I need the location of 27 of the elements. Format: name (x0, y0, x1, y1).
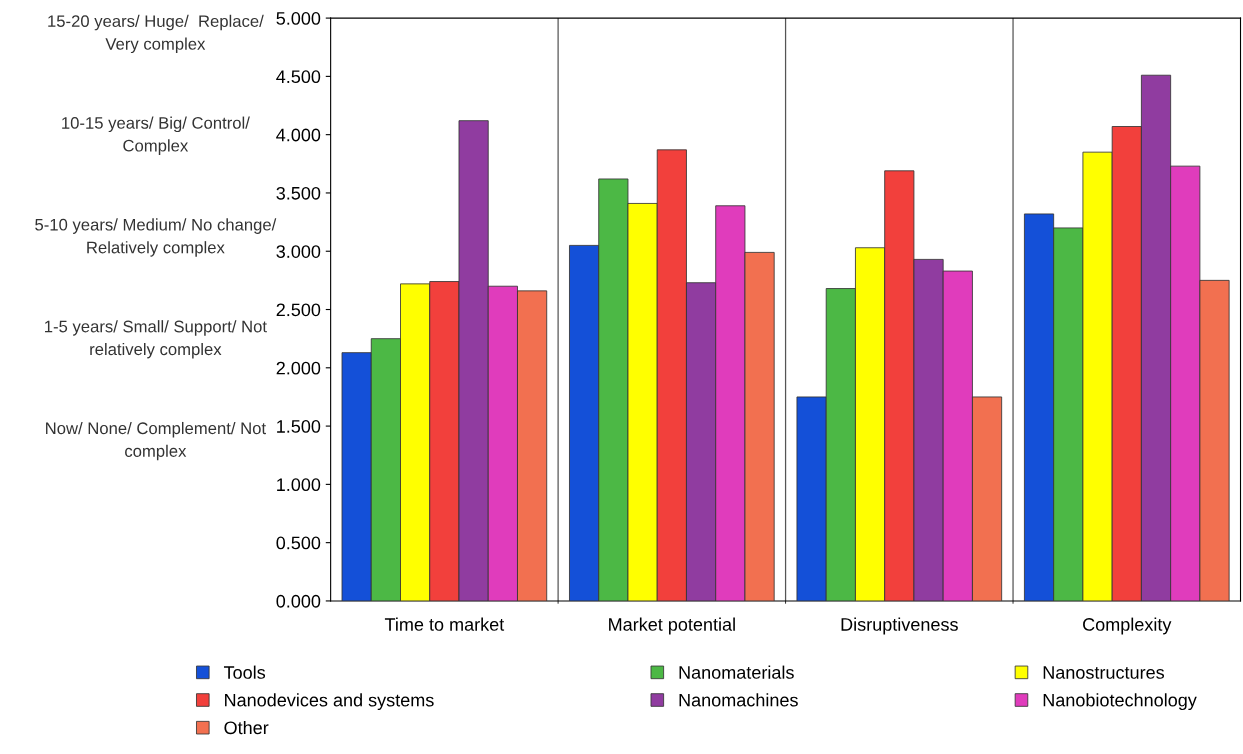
y-tick-label: 4.500 (276, 70, 321, 84)
y-tick-label: 4.000 (276, 128, 321, 142)
y-tick-label: 0.500 (276, 536, 321, 550)
y-tick-label: 2.500 (276, 303, 321, 317)
y-tick-label: 1.000 (277, 478, 321, 492)
legend-label: Nanobiotechnology (1043, 693, 1197, 711)
x-tick-label: Time to market (384, 617, 505, 631)
text: Now/ None/ Complement/ Not complex (46, 421, 266, 461)
y-tick-label: 5.000 (276, 12, 321, 25)
text: 5-10 years/ Medium/ No change/ Relatively complex (35, 218, 277, 257)
y-tick-label: 0.000 (276, 594, 321, 608)
text: 15-20 years/ Huge/ Replace/ Very complex (48, 14, 264, 54)
text: 10-15 years/ Big/ Control/ Complex (62, 116, 250, 155)
y-tick-label: 2.000 (276, 361, 321, 375)
y-tick-label: 1.500 (277, 420, 321, 433)
legend-label: Nanomaterials (679, 665, 794, 679)
x-tick-label: Disruptiveness (841, 617, 958, 635)
y-tick-label: 3.500 (276, 186, 321, 200)
text: 1-5 years/ Small/ Support/ Not relatively complex (45, 320, 267, 359)
legend-label: Nanostructures (1043, 666, 1165, 679)
legend-label: Nanodevices and systems (225, 693, 434, 711)
legend-label: Nanomachines (679, 693, 798, 707)
y-tick-label: 3.000 (276, 245, 321, 258)
legend-label: Tools (223, 665, 266, 679)
x-tick-label: Complexity (1083, 617, 1172, 635)
x-tick-label: Market potential (609, 617, 735, 635)
legend-label: Other (224, 720, 269, 735)
